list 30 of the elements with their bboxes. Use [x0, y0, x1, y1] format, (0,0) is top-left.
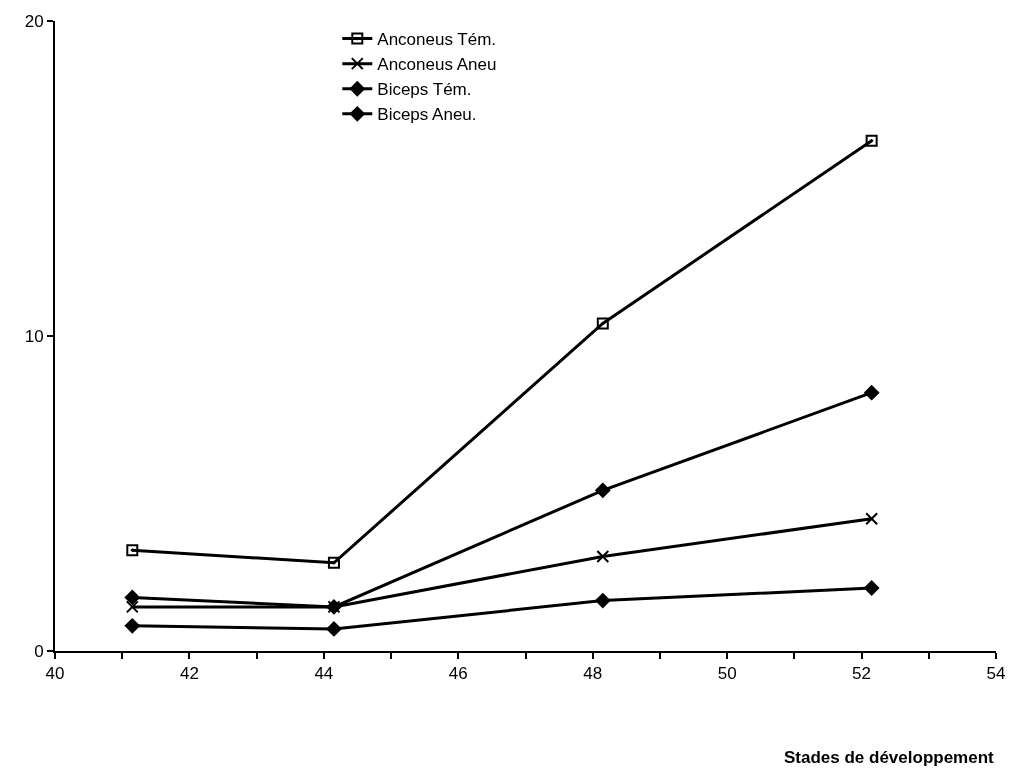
x-tick-label: 44 [314, 664, 334, 684]
x-tick-label: 50 [717, 664, 737, 684]
point [125, 600, 139, 614]
y-tick-label: 10 [24, 326, 44, 346]
x-tick-label: 52 [852, 664, 872, 684]
y-tick-label: 20 [24, 11, 44, 31]
y-tick-label: 0 [34, 641, 44, 661]
point [865, 134, 878, 147]
point [595, 482, 611, 498]
point [595, 593, 611, 609]
point [596, 550, 610, 563]
x-tick-label: 54 [986, 664, 1006, 684]
point [864, 385, 880, 401]
point [326, 621, 342, 637]
point [864, 580, 880, 596]
x-tick-label: 40 [45, 664, 65, 684]
legend-label: Biceps Aneu. [377, 105, 477, 125]
point [126, 544, 139, 557]
point [124, 589, 140, 605]
legend-label: Biceps Tém. [377, 80, 472, 100]
point [327, 556, 340, 569]
point [596, 317, 609, 330]
legend-label: Anconeus Aneu [377, 55, 497, 75]
legend-label: Anconeus Tém. [377, 30, 497, 50]
point [865, 512, 879, 526]
x-tick-label: 46 [448, 664, 468, 684]
x-tick-label: 48 [583, 664, 603, 684]
x-axis-title: Stades de développement [784, 748, 995, 767]
x-tick-label: 42 [179, 664, 199, 684]
point [124, 618, 140, 634]
